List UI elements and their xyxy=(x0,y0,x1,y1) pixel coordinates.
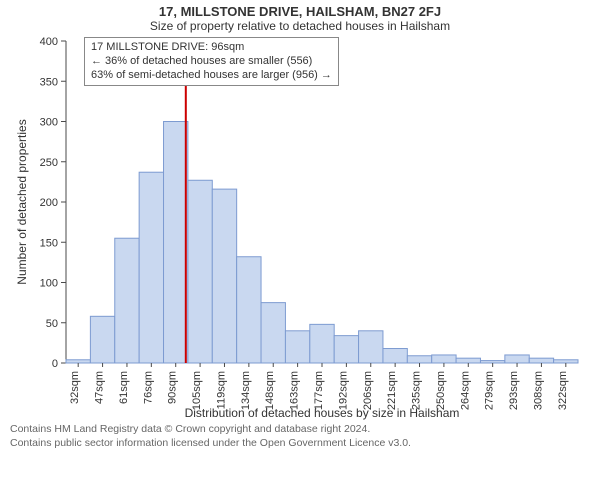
histogram-bar xyxy=(359,331,383,363)
svg-text:0: 0 xyxy=(52,358,58,370)
svg-text:76sqm: 76sqm xyxy=(142,371,154,404)
annotation-box: 17 MILLSTONE DRIVE: 96sqm ← 36% of detac… xyxy=(84,37,339,86)
svg-text:90sqm: 90sqm xyxy=(167,371,179,404)
svg-text:200: 200 xyxy=(40,197,58,209)
svg-text:61sqm: 61sqm xyxy=(118,371,130,404)
svg-text:300: 300 xyxy=(40,117,58,129)
histogram-bar xyxy=(212,189,236,363)
annotation-line-1: 17 MILLSTONE DRIVE: 96sqm xyxy=(91,41,332,55)
footer-line-1: Contains HM Land Registry data © Crown c… xyxy=(10,423,590,437)
footer-line-2: Contains public sector information licen… xyxy=(10,437,590,451)
svg-text:177sqm: 177sqm xyxy=(313,371,325,410)
annotation-line-3: 63% of semi-detached houses are larger (… xyxy=(91,69,332,83)
histogram-bar xyxy=(334,336,358,363)
histogram-bar xyxy=(383,349,407,363)
svg-text:293sqm: 293sqm xyxy=(508,371,520,410)
svg-text:206sqm: 206sqm xyxy=(362,371,374,410)
histogram-bar xyxy=(480,361,504,363)
histogram-bar xyxy=(285,331,309,363)
svg-text:250sqm: 250sqm xyxy=(435,371,447,410)
histogram-bar xyxy=(115,238,139,363)
svg-text:350: 350 xyxy=(40,76,58,88)
svg-text:47sqm: 47sqm xyxy=(94,371,106,404)
svg-text:Distribution of detached house: Distribution of detached houses by size … xyxy=(185,406,460,420)
histogram-bar xyxy=(66,360,90,363)
svg-text:279sqm: 279sqm xyxy=(484,371,496,410)
subtitle: Size of property relative to detached ho… xyxy=(10,19,590,33)
histogram-bar xyxy=(456,358,480,363)
svg-text:148sqm: 148sqm xyxy=(264,371,276,410)
svg-text:322sqm: 322sqm xyxy=(557,371,569,410)
svg-text:119sqm: 119sqm xyxy=(215,371,227,409)
histogram-bar xyxy=(432,355,456,363)
histogram-bar xyxy=(164,122,188,364)
svg-text:Number of detached properties: Number of detached properties xyxy=(15,119,29,284)
histogram-bar xyxy=(310,324,334,363)
svg-text:32sqm: 32sqm xyxy=(69,371,81,404)
histogram-bar xyxy=(139,172,163,363)
svg-text:192sqm: 192sqm xyxy=(337,371,349,410)
chart-holder: 0 50 100 150 200 250 300 350 400 Number of detach… xyxy=(10,33,590,423)
svg-text:235sqm: 235sqm xyxy=(411,371,423,410)
histogram-bar xyxy=(188,180,212,363)
address-title: 17, MILLSTONE DRIVE, HAILSHAM, BN27 2FJ xyxy=(10,4,590,19)
histogram-bar xyxy=(237,257,261,363)
histogram-bar xyxy=(529,358,553,363)
histogram-bar xyxy=(261,303,285,363)
histogram-bar xyxy=(554,360,578,363)
svg-text:150: 150 xyxy=(40,237,58,249)
svg-text:134sqm: 134sqm xyxy=(240,371,252,410)
histogram-chart: 0 50 100 150 200 250 300 350 400 Number of detach… xyxy=(10,33,590,423)
annotation-line-2: ← 36% of detached houses are smaller (55… xyxy=(91,55,332,69)
svg-text:308sqm: 308sqm xyxy=(532,371,544,410)
histogram-bar xyxy=(90,316,114,363)
svg-text:50: 50 xyxy=(46,318,58,330)
svg-text:105sqm: 105sqm xyxy=(191,371,203,410)
histogram-bar xyxy=(407,356,431,363)
footer: Contains HM Land Registry data © Crown c… xyxy=(10,423,590,450)
svg-text:264sqm: 264sqm xyxy=(459,371,471,410)
svg-text:100: 100 xyxy=(40,278,58,290)
svg-text:163sqm: 163sqm xyxy=(289,371,301,410)
svg-text:221sqm: 221sqm xyxy=(386,371,398,410)
histogram-bar xyxy=(505,355,529,363)
svg-text:250: 250 xyxy=(40,157,58,169)
svg-text:400: 400 xyxy=(40,36,58,48)
